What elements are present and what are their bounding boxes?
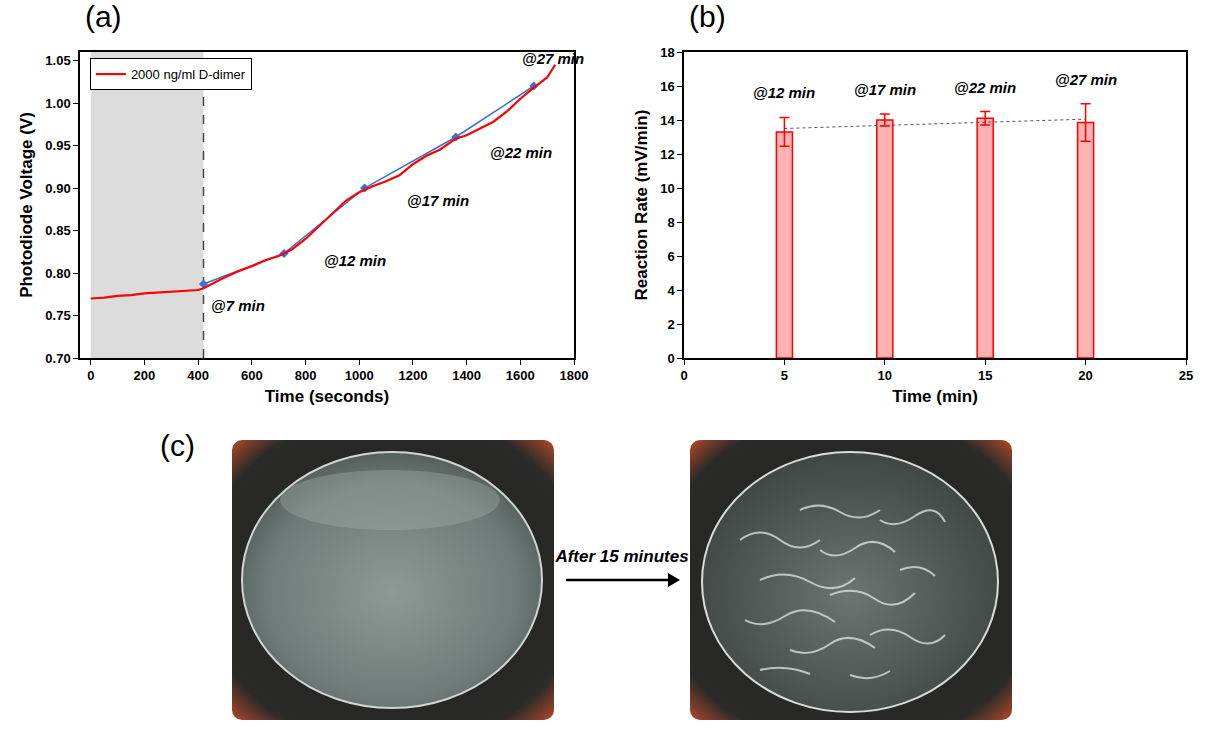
svg-text:25: 25 — [1179, 368, 1193, 383]
svg-text:@17 min: @17 min — [407, 192, 469, 209]
svg-text:1000: 1000 — [345, 368, 374, 383]
svg-text:1200: 1200 — [398, 368, 427, 383]
svg-text:@22 min: @22 min — [490, 144, 552, 161]
svg-text:4: 4 — [667, 283, 675, 298]
svg-text:5: 5 — [781, 368, 788, 383]
svg-text:0: 0 — [680, 368, 687, 383]
svg-text:@17 min: @17 min — [854, 81, 916, 98]
svg-text:1.05: 1.05 — [45, 53, 70, 68]
svg-text:14: 14 — [660, 113, 675, 128]
svg-text:6: 6 — [667, 249, 674, 264]
svg-text:1600: 1600 — [506, 368, 535, 383]
svg-text:0.85: 0.85 — [45, 223, 70, 238]
svg-text:(c): (c) — [160, 429, 195, 462]
svg-text:15: 15 — [978, 368, 992, 383]
svg-text:10: 10 — [660, 181, 674, 196]
svg-text:After 15 minutes: After 15 minutes — [554, 547, 688, 566]
svg-text:@12 min: @12 min — [753, 84, 815, 101]
svg-text:Reaction Rate (mV/min): Reaction Rate (mV/min) — [632, 110, 651, 301]
svg-text:8: 8 — [667, 215, 674, 230]
svg-text:20: 20 — [1078, 368, 1092, 383]
svg-text:400: 400 — [187, 368, 209, 383]
svg-text:18: 18 — [660, 45, 674, 60]
svg-text:0: 0 — [87, 368, 94, 383]
svg-text:800: 800 — [295, 368, 317, 383]
svg-text:10: 10 — [878, 368, 892, 383]
svg-text:1.00: 1.00 — [45, 96, 70, 111]
svg-text:0: 0 — [667, 351, 674, 366]
svg-text:2: 2 — [667, 317, 674, 332]
svg-text:0.95: 0.95 — [45, 138, 70, 153]
svg-text:0.90: 0.90 — [45, 181, 70, 196]
svg-text:2000 ng/ml D-dimer: 2000 ng/ml D-dimer — [131, 67, 246, 82]
svg-text:600: 600 — [241, 368, 263, 383]
svg-text:12: 12 — [660, 147, 674, 162]
svg-text:(a): (a) — [85, 0, 122, 33]
svg-text:Time (min): Time (min) — [892, 387, 978, 406]
svg-text:0.70: 0.70 — [45, 351, 70, 366]
svg-text:@22 min: @22 min — [954, 79, 1016, 96]
svg-text:16: 16 — [660, 79, 674, 94]
svg-text:1400: 1400 — [452, 368, 481, 383]
svg-text:1800: 1800 — [560, 368, 589, 383]
svg-text:0.75: 0.75 — [45, 308, 70, 323]
svg-text:Photodiode Voltage (V): Photodiode Voltage (V) — [17, 112, 36, 298]
svg-text:(b): (b) — [689, 0, 726, 33]
svg-text:Time (seconds): Time (seconds) — [265, 387, 389, 406]
svg-text:0.80: 0.80 — [45, 266, 70, 281]
svg-text:@27 min: @27 min — [522, 50, 584, 67]
svg-text:@7 min: @7 min — [211, 297, 265, 314]
svg-text:@27 min: @27 min — [1055, 71, 1117, 88]
svg-text:200: 200 — [134, 368, 156, 383]
svg-text:@12 min: @12 min — [324, 252, 386, 269]
